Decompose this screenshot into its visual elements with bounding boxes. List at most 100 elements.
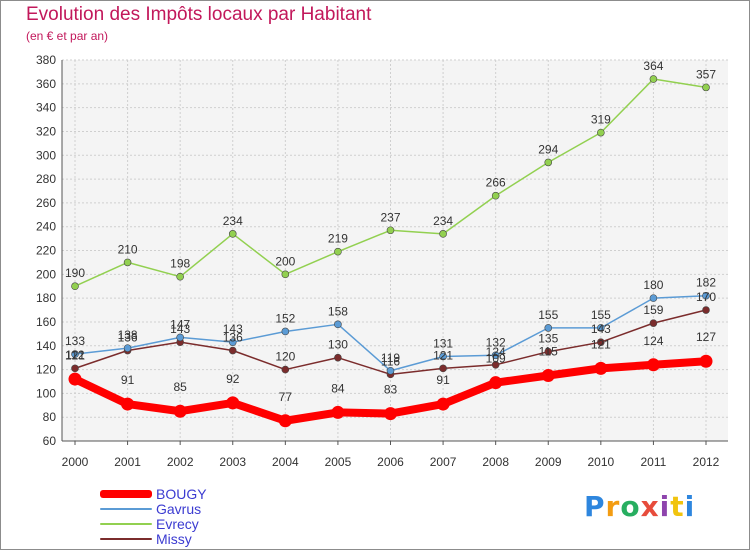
data-label-gavrus: 147	[170, 317, 190, 331]
y-tick-label: 380	[36, 53, 56, 67]
point-gavrus	[702, 291, 710, 300]
point-bougy	[226, 396, 240, 410]
data-label-missy: 143	[591, 322, 611, 336]
data-label-gavrus: 131	[433, 336, 453, 350]
point-gavrus	[334, 320, 342, 329]
point-evrecy	[597, 128, 605, 137]
x-tick-label: 2011	[641, 455, 667, 469]
x-tick-label: 2010	[587, 455, 614, 469]
x-tick-label: 2008	[482, 455, 509, 469]
data-label-bougy: 83	[384, 383, 398, 397]
point-bougy	[541, 369, 555, 383]
proxiti-logo: Proxiti	[584, 490, 696, 523]
legend-swatch	[100, 508, 152, 511]
data-label-gavrus: 132	[486, 335, 506, 349]
y-tick-label: 280	[36, 172, 56, 186]
data-label-gavrus: 138	[118, 328, 138, 342]
legend-swatch	[100, 538, 152, 541]
legend: BOUGY Gavrus Evrecy Missy	[100, 486, 207, 546]
x-tick-label: 2012	[693, 455, 720, 469]
point-bougy	[594, 361, 608, 375]
x-tick-label: 2001	[114, 455, 141, 469]
point-bougy	[384, 407, 397, 421]
point-gavrus	[597, 324, 605, 332]
x-tick-label: 2002	[167, 455, 194, 469]
point-missy	[71, 364, 79, 373]
data-label-gavrus: 155	[591, 308, 611, 322]
y-tick-label: 60	[43, 434, 57, 448]
legend-label: Gavrus	[156, 500, 202, 517]
point-gavrus	[386, 366, 395, 375]
point-evrecy	[544, 158, 553, 167]
y-tick-label: 300	[36, 148, 56, 162]
point-evrecy	[386, 226, 395, 235]
y-tick-label: 160	[36, 315, 56, 329]
data-label-evrecy: 190	[65, 266, 85, 280]
data-label-evrecy: 234	[433, 214, 453, 228]
chart-subtitle: (en € et par an)	[26, 29, 109, 43]
point-gavrus	[228, 338, 237, 346]
point-missy	[439, 364, 447, 373]
data-label-missy: 121	[433, 348, 453, 362]
point-gavrus	[649, 294, 658, 302]
data-label-evrecy: 319	[591, 113, 611, 127]
data-label-missy: 116	[381, 354, 400, 368]
point-evrecy	[176, 272, 184, 281]
data-label-gavrus: 182	[696, 276, 716, 290]
data-label-missy: 130	[328, 338, 348, 352]
y-tick-label: 100	[36, 386, 56, 400]
legend-label: BOUGY	[156, 485, 207, 502]
data-label-bougy: 85	[173, 380, 187, 394]
point-missy	[334, 353, 342, 362]
data-label-bougy: 124	[643, 334, 663, 348]
y-tick-label: 200	[36, 267, 56, 281]
point-bougy	[173, 404, 187, 418]
x-tick-label: 2007	[430, 455, 457, 469]
point-missy	[544, 347, 553, 356]
data-label-bougy: 77	[279, 390, 293, 404]
data-label-bougy: 112	[65, 348, 84, 362]
data-label-bougy: 115	[539, 345, 558, 359]
x-tick-label: 2006	[377, 455, 404, 469]
point-gavrus	[176, 333, 184, 342]
point-evrecy	[123, 258, 132, 267]
point-evrecy	[334, 247, 342, 256]
point-missy	[702, 306, 710, 314]
point-missy	[597, 338, 605, 346]
legend-item-missy: Missy	[100, 531, 207, 546]
data-label-missy: 135	[538, 332, 558, 346]
data-label-bougy: 109	[486, 352, 506, 366]
x-tick-label: 2003	[219, 455, 246, 469]
data-label-bougy: 92	[226, 372, 240, 386]
point-gavrus	[71, 350, 79, 358]
x-tick-label: 2005	[325, 455, 352, 469]
y-tick-label: 240	[36, 220, 56, 234]
data-label-missy: 124	[486, 345, 506, 359]
point-gavrus	[439, 352, 447, 361]
point-missy	[649, 319, 658, 327]
legend-swatch	[100, 490, 152, 499]
y-tick-label: 260	[36, 196, 56, 210]
point-evrecy	[281, 270, 290, 279]
point-evrecy	[649, 75, 658, 83]
data-label-gavrus: 152	[275, 311, 295, 325]
legend-item-gavrus: Gavrus	[100, 501, 207, 516]
data-label-evrecy: 200	[275, 254, 295, 268]
y-tick-label: 340	[36, 101, 56, 115]
data-label-evrecy: 357	[696, 67, 716, 81]
point-bougy	[331, 405, 345, 419]
point-evrecy	[228, 230, 237, 238]
y-tick-label: 80	[43, 410, 57, 424]
data-label-bougy: 91	[436, 373, 450, 387]
point-bougy	[436, 397, 450, 411]
data-label-evrecy: 266	[486, 176, 506, 190]
data-label-bougy: 127	[696, 330, 716, 344]
point-gavrus	[544, 324, 553, 332]
point-bougy	[121, 397, 135, 411]
point-gavrus	[281, 327, 290, 336]
data-label-missy: 121	[65, 348, 85, 362]
data-label-gavrus: 133	[65, 334, 85, 348]
legend-label: Evrecy	[156, 515, 199, 532]
data-label-bougy: 121	[591, 337, 611, 351]
